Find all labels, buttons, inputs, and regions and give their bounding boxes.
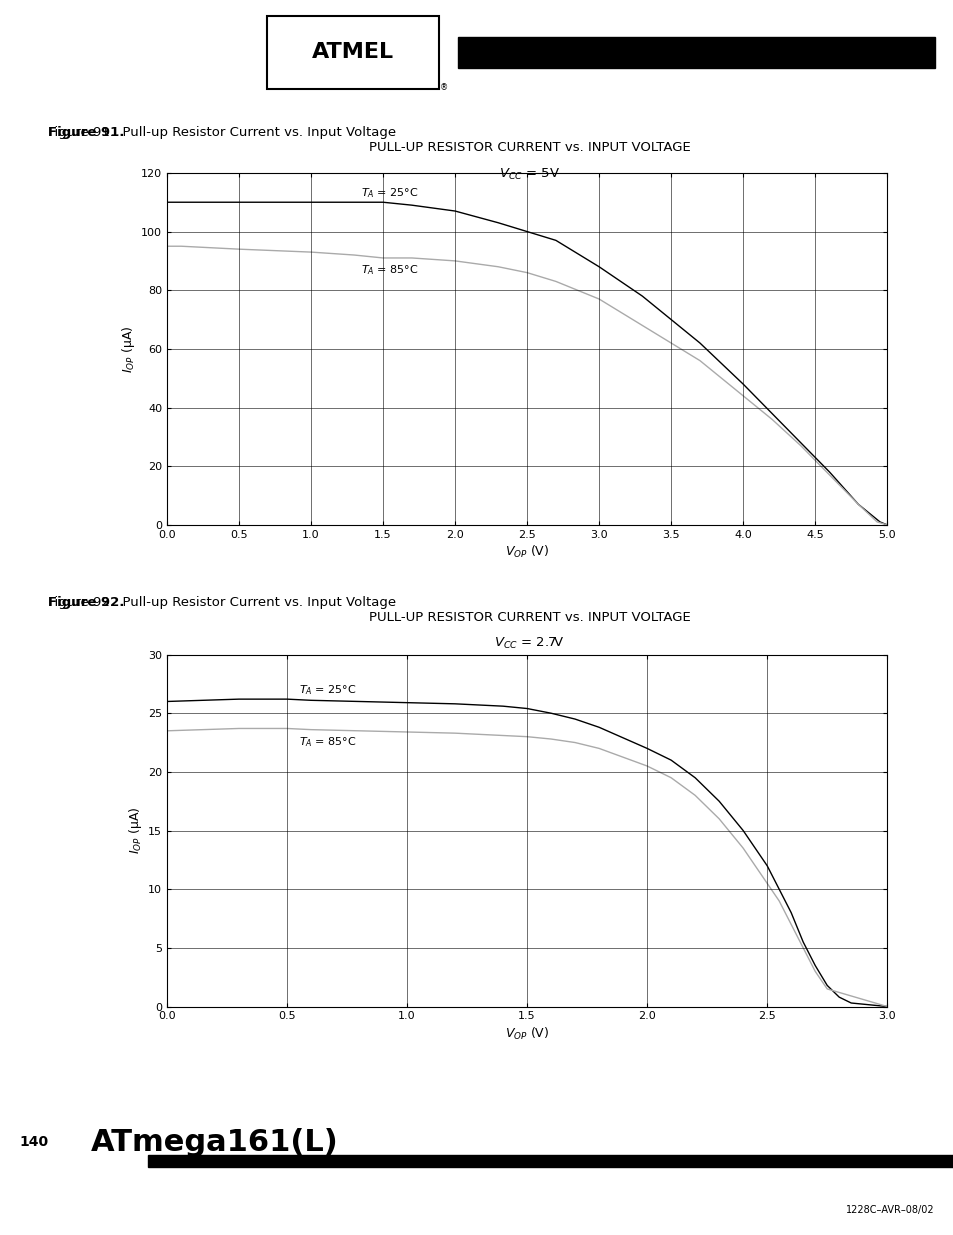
Y-axis label: $I_{OP}$ (μA): $I_{OP}$ (μA) [120, 325, 136, 373]
Text: Figure 91.  Pull-up Resistor Current vs. Input Voltage: Figure 91. Pull-up Resistor Current vs. … [48, 126, 395, 140]
X-axis label: $V_{OP}$ (V): $V_{OP}$ (V) [504, 1025, 549, 1041]
Polygon shape [267, 16, 438, 89]
X-axis label: $V_{OP}$ (V): $V_{OP}$ (V) [504, 543, 549, 559]
Text: Figure 92.  Pull-up Resistor Current vs. Input Voltage: Figure 92. Pull-up Resistor Current vs. … [48, 595, 395, 609]
Text: Figure 92.: Figure 92. [48, 595, 124, 609]
Text: $T_A$ = 85°C: $T_A$ = 85°C [298, 736, 356, 750]
Text: $V_{CC}$ = 2.7V: $V_{CC}$ = 2.7V [494, 636, 564, 651]
Text: PULL-UP RESISTOR CURRENT vs. INPUT VOLTAGE: PULL-UP RESISTOR CURRENT vs. INPUT VOLTA… [368, 141, 690, 154]
Text: ATMEL: ATMEL [312, 42, 394, 63]
Text: ®: ® [439, 83, 447, 91]
Bar [457, 37, 934, 68]
Text: $T_A$ = 25°C: $T_A$ = 25°C [298, 683, 356, 697]
Text: $V_{CC}$ = 5V: $V_{CC}$ = 5V [498, 167, 559, 182]
Y-axis label: $I_{OP}$ (μA): $I_{OP}$ (μA) [127, 806, 144, 855]
Text: Figure 91.: Figure 91. [48, 126, 124, 140]
Text: $T_A$ = 25°C: $T_A$ = 25°C [361, 186, 418, 200]
Text: 1228C–AVR–08/02: 1228C–AVR–08/02 [845, 1205, 934, 1215]
Text: PULL-UP RESISTOR CURRENT vs. INPUT VOLTAGE: PULL-UP RESISTOR CURRENT vs. INPUT VOLTA… [368, 610, 690, 624]
Text: 140: 140 [19, 1135, 49, 1150]
Text: $T_A$ = 85°C: $T_A$ = 85°C [361, 263, 418, 277]
Bar [148, 1155, 953, 1167]
Text: ATmega161(L): ATmega161(L) [91, 1128, 338, 1157]
